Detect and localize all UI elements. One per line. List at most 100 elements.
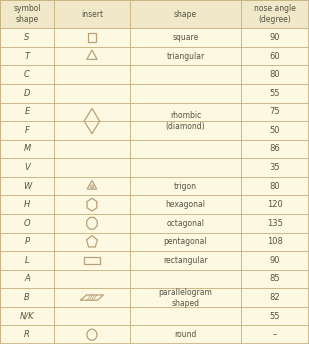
Text: D: D: [24, 89, 30, 98]
FancyBboxPatch shape: [0, 103, 54, 121]
FancyBboxPatch shape: [130, 325, 241, 344]
Text: 120: 120: [267, 200, 283, 209]
FancyBboxPatch shape: [54, 177, 130, 195]
FancyBboxPatch shape: [0, 121, 54, 140]
Text: T: T: [24, 52, 30, 61]
FancyBboxPatch shape: [0, 47, 54, 65]
FancyBboxPatch shape: [54, 103, 130, 121]
FancyBboxPatch shape: [241, 270, 309, 288]
Text: shape: shape: [174, 10, 197, 19]
FancyBboxPatch shape: [130, 177, 241, 195]
FancyBboxPatch shape: [130, 47, 241, 65]
Text: 86: 86: [270, 144, 280, 153]
FancyBboxPatch shape: [0, 233, 54, 251]
FancyBboxPatch shape: [0, 65, 54, 84]
FancyBboxPatch shape: [241, 288, 309, 307]
FancyBboxPatch shape: [0, 325, 54, 344]
Text: rhombic
(diamond): rhombic (diamond): [166, 111, 205, 131]
Text: S: S: [24, 33, 30, 42]
FancyBboxPatch shape: [130, 270, 241, 288]
FancyBboxPatch shape: [54, 214, 130, 233]
FancyBboxPatch shape: [0, 140, 54, 158]
FancyBboxPatch shape: [241, 233, 309, 251]
FancyBboxPatch shape: [241, 140, 309, 158]
Text: 90: 90: [270, 33, 280, 42]
Text: octagonal: octagonal: [167, 219, 204, 228]
FancyBboxPatch shape: [130, 121, 241, 140]
Text: parallelogram
shaped: parallelogram shaped: [159, 288, 212, 308]
FancyBboxPatch shape: [130, 307, 241, 325]
Text: H: H: [24, 200, 30, 209]
Text: M: M: [23, 144, 31, 153]
Text: A: A: [24, 275, 30, 283]
FancyBboxPatch shape: [241, 177, 309, 195]
FancyBboxPatch shape: [54, 121, 130, 140]
FancyBboxPatch shape: [241, 103, 309, 121]
FancyBboxPatch shape: [130, 103, 241, 121]
FancyBboxPatch shape: [54, 28, 130, 47]
FancyBboxPatch shape: [54, 140, 130, 158]
FancyBboxPatch shape: [0, 307, 54, 325]
FancyBboxPatch shape: [54, 195, 130, 214]
FancyBboxPatch shape: [0, 177, 54, 195]
Text: symbol
shape: symbol shape: [13, 4, 41, 24]
Text: 35: 35: [270, 163, 280, 172]
Text: round: round: [174, 330, 197, 339]
Text: P: P: [24, 237, 30, 246]
Text: R: R: [24, 330, 30, 339]
Text: –: –: [273, 330, 277, 339]
Text: C: C: [24, 70, 30, 79]
FancyBboxPatch shape: [241, 307, 309, 325]
FancyBboxPatch shape: [130, 0, 241, 28]
FancyBboxPatch shape: [130, 288, 241, 307]
FancyBboxPatch shape: [54, 233, 130, 251]
Text: 108: 108: [267, 237, 283, 246]
FancyBboxPatch shape: [0, 270, 54, 288]
FancyBboxPatch shape: [54, 288, 130, 307]
Text: hexagonal: hexagonal: [165, 200, 205, 209]
FancyBboxPatch shape: [241, 121, 309, 140]
FancyBboxPatch shape: [54, 158, 130, 177]
FancyBboxPatch shape: [130, 65, 241, 84]
Text: pentagonal: pentagonal: [163, 237, 207, 246]
Text: 50: 50: [270, 126, 280, 135]
Text: V: V: [24, 163, 30, 172]
FancyBboxPatch shape: [0, 28, 54, 47]
FancyBboxPatch shape: [0, 0, 54, 28]
FancyBboxPatch shape: [241, 325, 309, 344]
Text: N/K: N/K: [20, 312, 34, 321]
Text: rectangular: rectangular: [163, 256, 208, 265]
FancyBboxPatch shape: [54, 270, 130, 288]
Text: 80: 80: [270, 70, 280, 79]
FancyBboxPatch shape: [241, 84, 309, 103]
FancyBboxPatch shape: [130, 28, 241, 47]
FancyBboxPatch shape: [54, 0, 130, 28]
FancyBboxPatch shape: [54, 65, 130, 84]
Text: F: F: [25, 126, 29, 135]
Text: 60: 60: [270, 52, 280, 61]
FancyBboxPatch shape: [0, 288, 54, 307]
Text: 55: 55: [270, 89, 280, 98]
Text: nose angle
(degree): nose angle (degree): [254, 4, 296, 24]
Text: triangular: triangular: [166, 52, 205, 61]
Text: 90: 90: [270, 256, 280, 265]
FancyBboxPatch shape: [130, 84, 241, 103]
FancyBboxPatch shape: [241, 158, 309, 177]
Text: W: W: [23, 182, 31, 191]
Text: 135: 135: [267, 219, 283, 228]
Text: insert: insert: [81, 10, 103, 19]
FancyBboxPatch shape: [54, 325, 130, 344]
Text: L: L: [25, 256, 29, 265]
FancyBboxPatch shape: [241, 251, 309, 270]
FancyBboxPatch shape: [0, 158, 54, 177]
FancyBboxPatch shape: [241, 195, 309, 214]
Text: 75: 75: [270, 107, 280, 116]
Text: trigon: trigon: [174, 182, 197, 191]
Text: square: square: [172, 33, 198, 42]
FancyBboxPatch shape: [130, 233, 241, 251]
Text: 85: 85: [270, 275, 280, 283]
FancyBboxPatch shape: [0, 84, 54, 103]
FancyBboxPatch shape: [241, 47, 309, 65]
FancyBboxPatch shape: [54, 251, 130, 270]
FancyBboxPatch shape: [241, 65, 309, 84]
